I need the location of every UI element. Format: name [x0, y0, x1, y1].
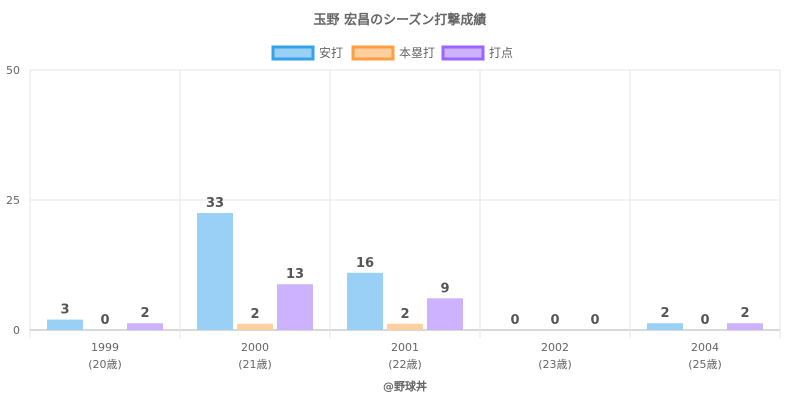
- bars: 3 0 2 33 2 13 16 2 9 0 0 0 2 0 2: [47, 196, 763, 330]
- data-label-2002-1: 0: [510, 313, 519, 328]
- y-tick-label: 0: [13, 324, 20, 337]
- data-label-2004-1: 2: [660, 306, 669, 321]
- data-label-2001-3: 9: [440, 281, 449, 296]
- bar-1999-3[interactable]: [127, 323, 163, 330]
- bar-2004-1[interactable]: [647, 323, 683, 330]
- data-label-2001-1: 16: [356, 256, 374, 271]
- data-label-2002-2: 0: [550, 313, 559, 328]
- x-tick-sublabel: (25歳): [688, 358, 722, 371]
- data-label-1999-2: 0: [100, 313, 109, 328]
- x-tick-label: 2001: [391, 341, 419, 354]
- data-label-2001-2: 2: [400, 307, 409, 322]
- bar-2000-2[interactable]: [237, 323, 273, 330]
- data-label-1999-3: 2: [140, 306, 149, 321]
- y-tick-label: 25: [6, 194, 20, 207]
- legend-label-3[interactable]: 打点: [489, 46, 513, 60]
- bar-2004-3[interactable]: [727, 323, 763, 330]
- x-tick-label: 2002: [541, 341, 569, 354]
- legend-label-1[interactable]: 安打: [319, 45, 343, 60]
- data-label-1999-1: 3: [60, 303, 69, 318]
- bar-1999-1[interactable]: [47, 319, 83, 330]
- bar-2001-3[interactable]: [427, 298, 463, 330]
- bar-2001-2[interactable]: [387, 323, 423, 330]
- x-tick-sublabel: (20歳): [88, 358, 122, 371]
- data-label-2000-3: 13: [286, 267, 304, 282]
- data-label-2004-2: 0: [700, 313, 709, 328]
- data-label-2000-1: 33: [206, 196, 224, 211]
- bar-2001-1[interactable]: [347, 272, 383, 330]
- x-tick-sublabel: (22歳): [388, 358, 422, 371]
- x-tick-sublabel: (23歳): [538, 358, 572, 371]
- bar-2000-1[interactable]: [197, 213, 233, 330]
- y-tick-label: 50: [6, 64, 20, 77]
- x-axis: 1999 (20歳) 2000 (21歳) 2001 (22歳) 2002 (23歳) 2004…: [88, 341, 722, 371]
- legend: 安打 本塁打 打点: [271, 45, 513, 61]
- x-tick-sublabel: (21歳): [238, 358, 272, 371]
- x-tick-label: 2004: [691, 341, 719, 354]
- credit-label: @野球丼: [383, 379, 427, 393]
- legend-swatch-2[interactable]: [351, 45, 395, 61]
- data-label-2004-3: 2: [740, 306, 749, 321]
- data-label-2002-3: 0: [590, 313, 599, 328]
- legend-swatch-3[interactable]: [441, 45, 485, 61]
- legend-label-2[interactable]: 本塁打: [399, 46, 435, 60]
- x-tick-label: 1999: [91, 341, 119, 354]
- grid: 0 25 50: [6, 64, 781, 338]
- chart-title: 玉野 宏昌のシーズン打撃成績: [314, 12, 487, 28]
- legend-swatch-1[interactable]: [271, 45, 315, 61]
- bar-2000-3[interactable]: [277, 284, 313, 330]
- data-label-2000-2: 2: [250, 307, 259, 322]
- x-tick-label: 2000: [241, 341, 269, 354]
